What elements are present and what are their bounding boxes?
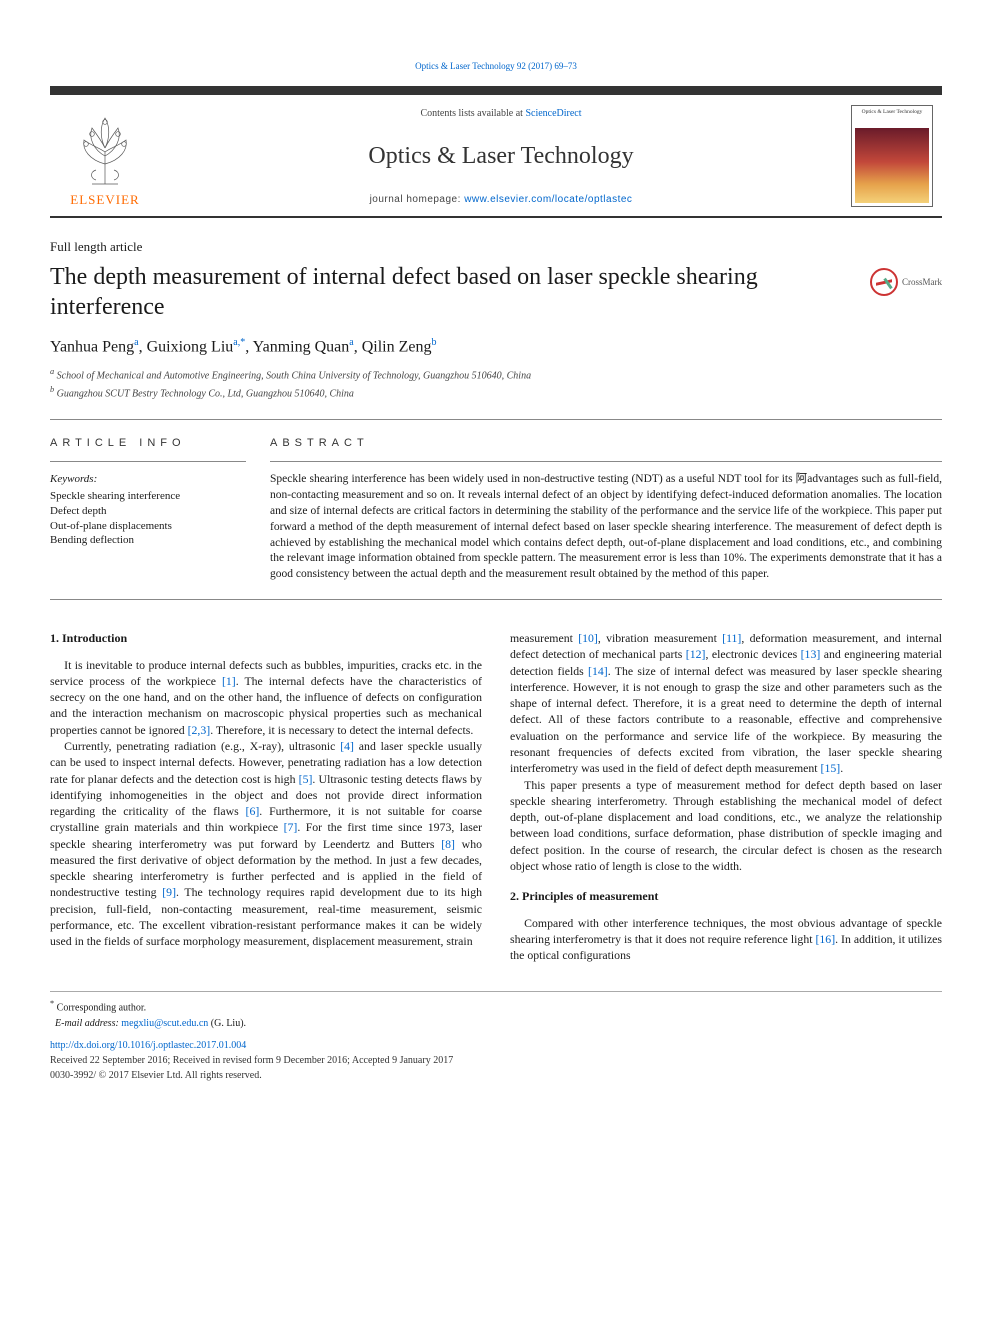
article-info-head: ARTICLE INFO	[50, 436, 246, 462]
copyright-line: 0030-3992/ © 2017 Elsevier Ltd. All righ…	[50, 1069, 942, 1083]
paragraph: measurement [10], vibration measurement …	[510, 630, 942, 776]
sciencedirect-link[interactable]: ScienceDirect	[525, 108, 581, 119]
journal-cover-thumb: Optics & Laser Technology	[851, 105, 933, 207]
journal-homepage-line: journal homepage: www.elsevier.com/locat…	[160, 193, 842, 207]
elsevier-tree-icon	[70, 112, 140, 187]
running-head: Optics & Laser Technology 92 (2017) 69–7…	[50, 60, 942, 72]
abstract-head: ABSTRACT	[270, 436, 942, 462]
crossmark-label: CrossMark	[902, 276, 942, 288]
keyword: Defect depth	[50, 504, 246, 519]
citation-link[interactable]: Optics & Laser Technology 92 (2017) 69–7…	[415, 61, 577, 71]
journal-header: ELSEVIER Contents lists available at Sci…	[50, 86, 942, 218]
publisher-logo-cell: ELSEVIER	[50, 95, 160, 216]
keyword: Bending deflection	[50, 533, 246, 548]
citation-ref[interactable]: [10]	[578, 631, 598, 645]
section-1-head: 1. Introduction	[50, 630, 482, 647]
citation-ref[interactable]: [12]	[686, 647, 706, 661]
contents-line: Contents lists available at ScienceDirec…	[160, 107, 842, 121]
citation-ref[interactable]: [2,3]	[188, 723, 211, 737]
crossmark-icon	[870, 268, 898, 296]
affiliation: b Guangzhou SCUT Bestry Technology Co., …	[50, 384, 942, 401]
email-line: E-mail address: megxliu@scut.edu.cn (G. …	[50, 1017, 942, 1031]
citation-ref[interactable]: [1]	[222, 674, 236, 688]
citation-ref[interactable]: [7]	[284, 820, 298, 834]
citation-ref[interactable]: [4]	[340, 739, 354, 753]
column-left: 1. Introduction It is inevitable to prod…	[50, 630, 482, 963]
journal-name: Optics & Laser Technology	[160, 140, 842, 172]
citation-ref[interactable]: [13]	[801, 647, 821, 661]
citation-ref[interactable]: [15]	[821, 761, 841, 775]
doi-line: http://dx.doi.org/10.1016/j.optlastec.20…	[50, 1039, 942, 1053]
footnotes: * Corresponding author. E-mail address: …	[50, 991, 942, 1030]
article-title: The depth measurement of internal defect…	[50, 262, 852, 322]
info-abstract-block: ARTICLE INFO Keywords: Speckle shearing …	[50, 419, 942, 600]
citation-ref[interactable]: [5]	[299, 772, 313, 786]
body-columns: 1. Introduction It is inevitable to prod…	[50, 630, 942, 963]
paragraph: This paper presents a type of measuremen…	[510, 777, 942, 875]
corresponding-author-note: * Corresponding author.	[50, 998, 942, 1015]
section-2-head: 2. Principles of measurement	[510, 888, 942, 905]
article-type: Full length article	[50, 238, 942, 256]
publisher-wordmark: ELSEVIER	[70, 191, 139, 209]
column-right: measurement [10], vibration measurement …	[510, 630, 942, 963]
paragraph: Currently, penetrating radiation (e.g., …	[50, 738, 482, 949]
abstract-text: Speckle shearing interference has been w…	[270, 472, 942, 583]
history-line: Received 22 September 2016; Received in …	[50, 1054, 942, 1068]
authors-line: Yanhua Penga, Guixiong Liua,*, Yanming Q…	[50, 336, 942, 358]
citation-ref[interactable]: [6]	[246, 804, 260, 818]
keywords-label: Keywords:	[50, 472, 246, 487]
paragraph: It is inevitable to produce internal def…	[50, 657, 482, 738]
citation-ref[interactable]: [8]	[441, 837, 455, 851]
citation-ref[interactable]: [16]	[815, 932, 835, 946]
doi-link[interactable]: http://dx.doi.org/10.1016/j.optlastec.20…	[50, 1040, 246, 1051]
paragraph: Compared with other interference techniq…	[510, 915, 942, 964]
corr-email-link[interactable]: megxliu@scut.edu.cn	[121, 1018, 208, 1029]
journal-homepage-link[interactable]: www.elsevier.com/locate/optlastec	[464, 194, 632, 205]
citation-ref[interactable]: [14]	[588, 664, 608, 678]
crossmark-badge[interactable]: CrossMark	[870, 268, 942, 296]
keyword: Out-of-plane displacements	[50, 519, 246, 534]
citation-ref[interactable]: [11]	[722, 631, 741, 645]
keyword: Speckle shearing interference	[50, 489, 246, 504]
affiliation: a School of Mechanical and Automotive En…	[50, 366, 942, 383]
citation-ref[interactable]: [9]	[162, 885, 176, 899]
